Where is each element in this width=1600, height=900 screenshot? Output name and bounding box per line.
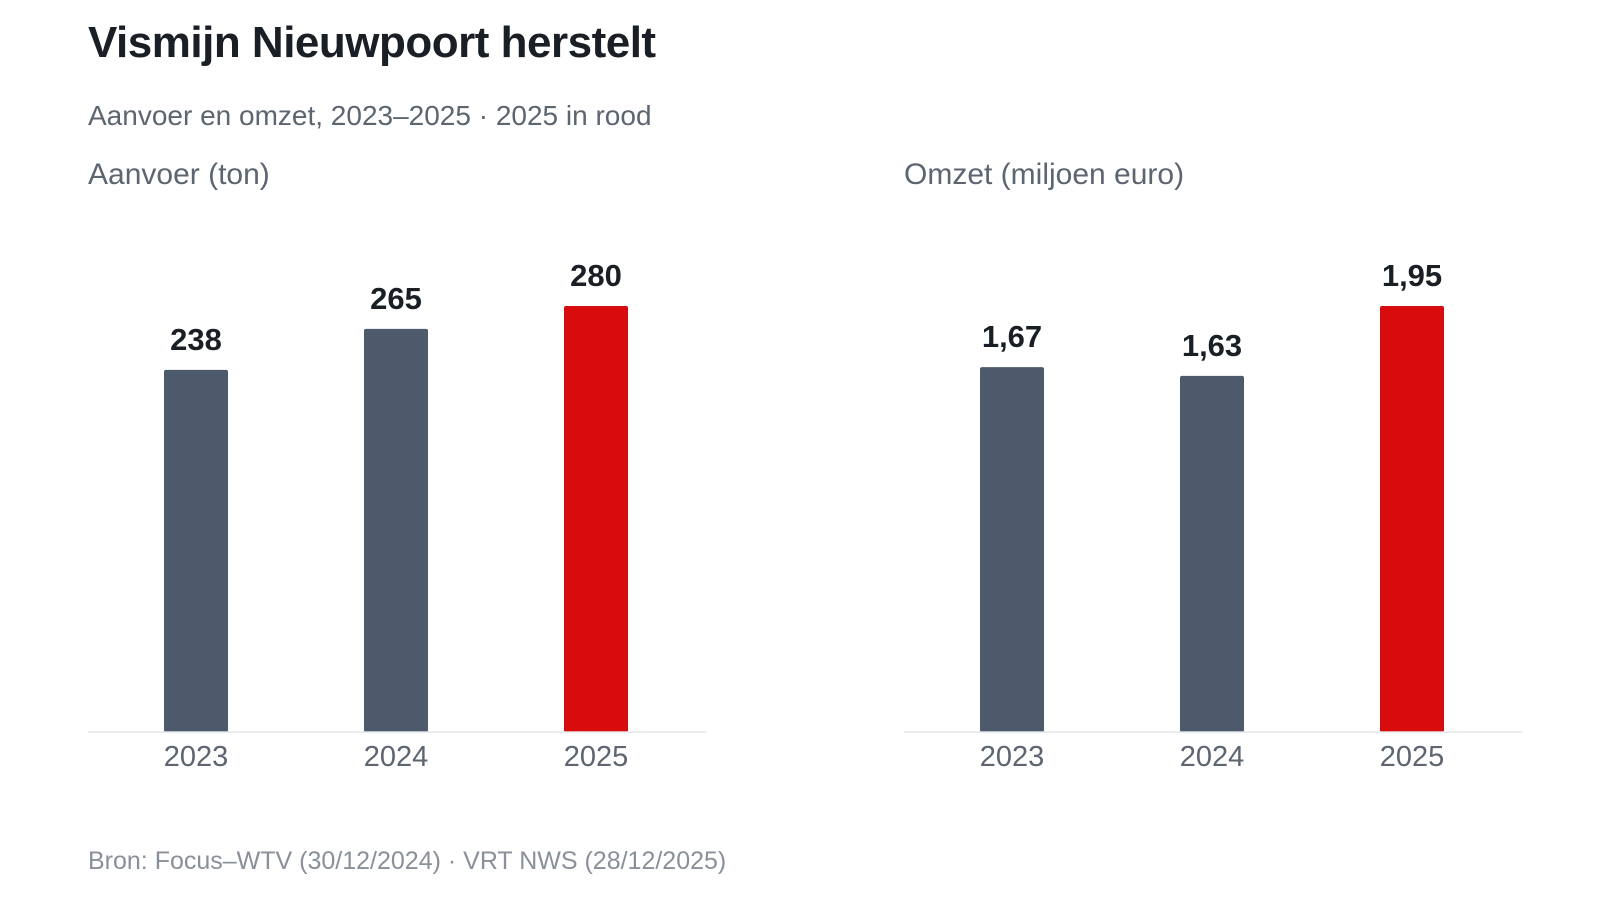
chart-title: Vismijn Nieuwpoort herstelt	[88, 18, 656, 67]
bar-2025	[564, 306, 628, 732]
panel-omzet: Omzet (miljoen euro) 1,67 2023 1,63 2024 1,9…	[904, 150, 1544, 800]
x-tick-label-2023: 2023	[980, 741, 1045, 773]
bar-2024	[1180, 375, 1244, 732]
value-label-2024: 1,63	[1182, 328, 1242, 363]
x-tick-label-2023: 2023	[164, 741, 229, 773]
panel-title-aanvoer: Aanvoer (ton)	[88, 158, 270, 191]
value-label-2023: 238	[170, 322, 222, 357]
bar-2023	[164, 369, 228, 732]
bar-2025	[1380, 306, 1444, 732]
value-label-2025: 280	[570, 258, 622, 293]
value-label-2023: 1,67	[982, 319, 1042, 354]
panel-title-omzet: Omzet (miljoen euro)	[904, 158, 1185, 191]
bar-2024	[364, 328, 428, 732]
value-label-2024: 265	[370, 281, 422, 316]
value-label-2025: 1,95	[1382, 258, 1442, 293]
x-tick-label-2024: 2024	[1180, 741, 1245, 773]
bar-chart-aanvoer: 238 2023 265 2024 280 2025	[88, 258, 706, 773]
x-tick-label-2025: 2025	[564, 741, 629, 773]
x-tick-label-2025: 2025	[1380, 741, 1445, 773]
chart-subtitle: Aanvoer en omzet, 2023–2025 · 2025 in ro…	[88, 100, 652, 131]
x-tick-label-2024: 2024	[364, 741, 429, 773]
bar-chart-omzet: 1,67 2023 1,63 2024 1,95 2025	[904, 258, 1522, 773]
panel-aanvoer: Aanvoer (ton) 238 2023 265 2024 280 2025	[88, 150, 728, 800]
source-note: Bron: Focus–WTV (30/12/2024) · VRT NWS (…	[88, 847, 727, 875]
bar-2023	[980, 367, 1044, 732]
